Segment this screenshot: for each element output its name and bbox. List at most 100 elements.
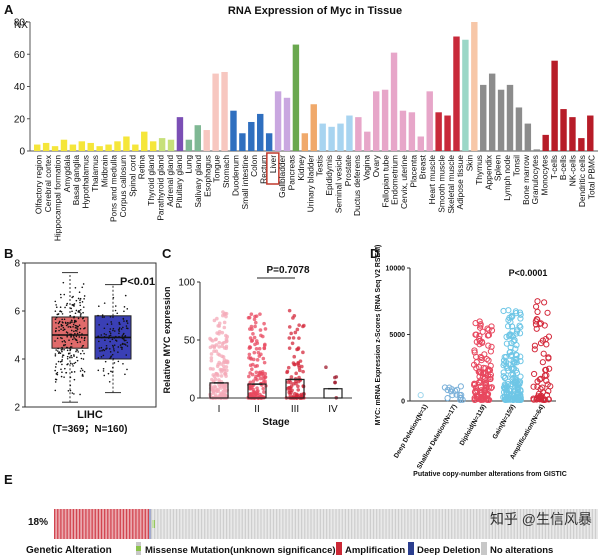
- panel-d-point: [485, 342, 492, 349]
- panel-b-point: [72, 365, 74, 367]
- oncoprint-cell: [177, 509, 179, 539]
- panel-e-percent: 18%: [28, 517, 48, 528]
- oncoprint-cell: [371, 509, 373, 539]
- oncoprint-cell: [586, 509, 588, 539]
- oncoprint-cell: [78, 509, 80, 539]
- panel-d-point: [500, 394, 507, 401]
- panel-b-point: [60, 375, 63, 378]
- oncoprint-cell: [54, 509, 55, 539]
- oncoprint-cell: [315, 509, 317, 539]
- panel-c-point: [262, 343, 267, 348]
- oncoprint-cell: [514, 509, 516, 539]
- oncoprint-cell: [326, 509, 327, 539]
- panel-c-point: [224, 314, 228, 319]
- oncoprint-cell: [234, 509, 236, 539]
- panel-d-point: [546, 365, 553, 372]
- oncoprint-cell: [375, 509, 377, 539]
- oncoprint-cell: [467, 509, 469, 539]
- panel-b-point: [120, 328, 123, 330]
- panel-d-point: [513, 359, 520, 366]
- oncoprint-cell: [380, 509, 382, 539]
- category-label: Breast: [418, 154, 428, 179]
- oncoprint-cell: [59, 509, 61, 539]
- panel-c-point: [297, 336, 301, 340]
- panel-b-point: [79, 393, 81, 396]
- category-label: B-cells: [558, 155, 568, 180]
- category-label: Gallbladder: [277, 155, 287, 198]
- bar: [569, 117, 576, 151]
- oncoprint-cell: [190, 509, 192, 539]
- oncoprint-cell: [433, 509, 435, 539]
- panel-b-point: [64, 367, 66, 370]
- panel-b-point: [112, 327, 115, 330]
- category-label: Skin: [465, 155, 475, 172]
- category-label: Adrenal gland: [165, 155, 175, 207]
- panel-b-point: [109, 328, 112, 330]
- panel-b-point: [127, 327, 129, 330]
- oncoprint-cell: [430, 509, 432, 539]
- panel-b-point: [69, 384, 72, 387]
- oncoprint-cell: [587, 509, 589, 539]
- oncoprint-cell: [503, 509, 505, 539]
- oncoprint-cell: [137, 509, 139, 539]
- bar: [283, 97, 291, 151]
- oncoprint-cell: [353, 509, 355, 539]
- panel-c-point: [248, 387, 253, 391]
- panel-d-point: [513, 352, 520, 359]
- category-label: Olfactory region: [34, 155, 44, 214]
- panel-b-point: [66, 349, 69, 352]
- category-label: Spleen: [493, 155, 503, 181]
- oncoprint-cell: [474, 509, 476, 539]
- panel-b-point: [112, 366, 114, 369]
- oncoprint-cell: [492, 509, 494, 539]
- panel-b-point: [69, 349, 71, 352]
- bar: [542, 134, 549, 151]
- legend-label-amplification: Amplification: [345, 545, 405, 556]
- oncoprint-cell: [545, 509, 546, 539]
- oncoprint-cell: [214, 509, 216, 539]
- oncoprint-cell: [475, 509, 477, 539]
- panel-c-point: [212, 374, 217, 379]
- panel-b-point: [57, 347, 59, 350]
- oncoprint-cell: [330, 509, 332, 539]
- panel-d-point: [453, 391, 460, 398]
- oncoprint-cell: [373, 509, 374, 539]
- panel-b-point: [61, 360, 63, 363]
- panel-b-point: [66, 335, 68, 338]
- panel-c-point: [255, 358, 260, 362]
- oncoprint-cell: [178, 509, 180, 539]
- panel-d-point: [487, 371, 495, 378]
- oncoprint-cell: [108, 509, 110, 539]
- oncoprint-cell: [361, 509, 363, 539]
- oncoprint-cell: [368, 509, 370, 539]
- oncoprint-cell: [317, 509, 319, 539]
- oncoprint-cell: [195, 509, 197, 539]
- panel-b-point: [112, 316, 114, 318]
- panel-c-point: [224, 311, 229, 316]
- panel-b-point: [83, 320, 86, 322]
- panel-c-point: [247, 315, 252, 320]
- oncoprint-cell: [352, 509, 354, 539]
- bar: [488, 73, 496, 151]
- oncoprint-cell: [120, 509, 122, 539]
- panel-b-point: [83, 352, 85, 355]
- category-label: Lung: [184, 155, 194, 174]
- panel-c-point: [253, 320, 258, 325]
- oncoprint-cell: [174, 509, 176, 539]
- panel-b-point: [124, 373, 126, 376]
- panel-b-point: [83, 297, 85, 300]
- panel-b-point: [103, 374, 106, 377]
- oncoprint-cell: [102, 509, 104, 539]
- panel-c-point: [249, 339, 254, 343]
- oncoprint-cell: [103, 509, 105, 539]
- oncoprint-cell: [346, 509, 348, 539]
- oncoprint-cell: [334, 509, 336, 539]
- panel-b-point: [111, 344, 114, 347]
- panel-b-point: [109, 334, 112, 337]
- oncoprint-cell: [340, 509, 342, 539]
- panel-d-point: [488, 384, 495, 391]
- panel-c-xtick-label: III: [291, 404, 299, 415]
- oncoprint-cell: [459, 509, 461, 539]
- panel-d-point: [503, 340, 510, 347]
- oncoprint-cell: [136, 509, 138, 539]
